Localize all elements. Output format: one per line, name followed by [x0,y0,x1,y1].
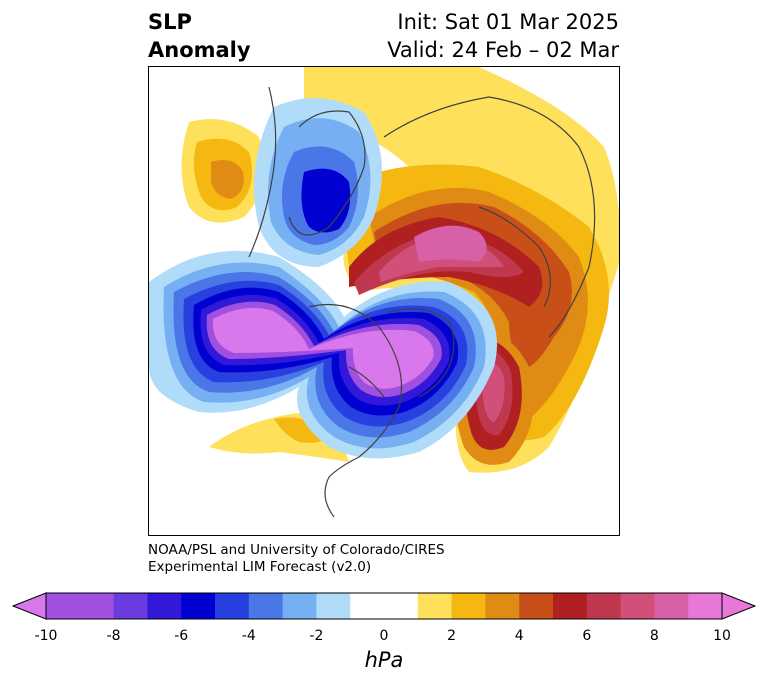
credit-text: NOAA/PSL and University of Colorado/CIRE… [148,542,445,576]
colorbar-tick-label: -6 [174,628,189,644]
colorbar-bin [688,593,723,619]
colorbar-bin [215,593,250,619]
credit-line2: Experimental LIM Forecast (v2.0) [148,559,372,575]
field-title-line2: Anomaly [148,38,251,62]
colorbar-tick-label: 6 [582,628,592,644]
colorbar-bin [181,593,216,619]
colorbar-bin [79,593,115,619]
colorbar-bin [417,593,453,619]
colorbar-tick-label: 4 [514,628,524,644]
colorbar-tick-label: 10 [713,628,731,644]
colorbar-under-arrow [11,592,47,620]
colorbar-tick-label: -4 [241,628,256,644]
colorbar-over-arrow [721,592,757,620]
colorbar-bin [654,593,689,619]
negative-anomaly-region [149,98,497,459]
coastline-outline [248,86,596,518]
field-title: SLP Anomaly [148,8,251,64]
colorbar-tick-label: -10 [34,628,58,644]
date-info: Init: Sat 01 Mar 2025 Valid: 24 Feb – 02… [387,8,619,64]
colorbar-bin [282,593,317,619]
colorbar-bin [620,593,655,619]
colorbar-bin [485,593,520,619]
colorbar-bin [248,593,284,619]
colorbar-bin [350,593,419,619]
colorbar-tick-label: 8 [649,628,659,644]
colorbar-bin [113,593,148,619]
anomaly-map [149,67,619,518]
colorbar-bin [46,593,81,619]
colorbar-bin [451,593,486,619]
colorbar-tick-label: -8 [106,628,121,644]
colorbar-tick-label: 0 [379,628,389,644]
colorbar-bin [553,593,588,619]
colorbar-bin [519,593,554,619]
colorbar-bins [46,593,723,619]
colorbar-bin [316,593,351,619]
colorbar-tick-label: 2 [447,628,457,644]
field-title-line1: SLP [148,10,192,34]
colorbar-bin [586,593,622,619]
map-panel [148,66,620,536]
init-date: Init: Sat 01 Mar 2025 [397,10,619,34]
credit-line1: NOAA/PSL and University of Colorado/CIRE… [148,542,445,558]
colorbar [11,592,757,620]
colorbar-unit-label: hPa [364,648,404,672]
colorbar-bin [147,593,182,619]
valid-period: Valid: 24 Feb – 02 Mar [387,38,619,62]
colorbar-tick-label: -2 [309,628,324,644]
colorbar-frame [45,592,723,620]
